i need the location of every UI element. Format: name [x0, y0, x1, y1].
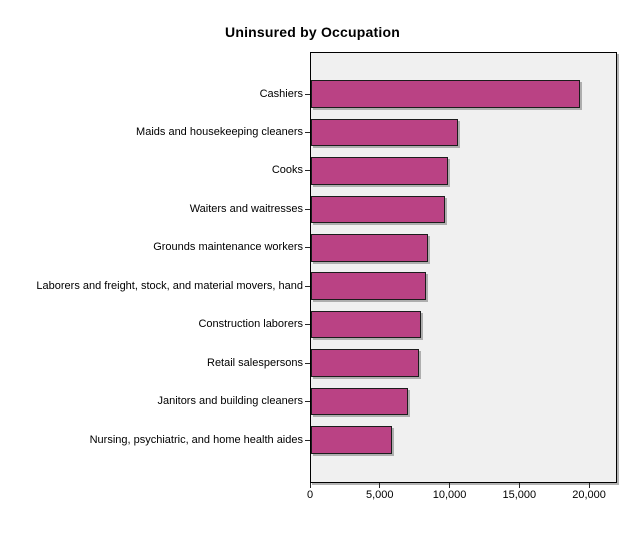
- category-tick: [305, 93, 310, 95]
- chart-title: Uninsured by Occupation: [225, 24, 400, 40]
- bar: [311, 387, 408, 416]
- category-tick: [305, 170, 310, 172]
- value-tick: [379, 483, 381, 488]
- bar: [311, 310, 422, 339]
- bar: [311, 272, 427, 300]
- category-label: Retail salespersons: [207, 356, 303, 369]
- category-tick: [305, 247, 310, 249]
- bar: [311, 426, 392, 454]
- category-tick: [305, 401, 310, 403]
- value-tick-label: 0: [306, 489, 314, 501]
- category-label: Grounds maintenance workers: [153, 241, 303, 254]
- value-tick: [588, 483, 590, 488]
- bar: [311, 118, 458, 147]
- value-tick-label: 5,000: [366, 489, 394, 501]
- plot-area: [310, 52, 617, 483]
- category-tick: [305, 439, 310, 441]
- value-tick-label: 10,000: [432, 489, 467, 501]
- category-label: Construction laborers: [198, 318, 303, 331]
- category-tick: [305, 362, 310, 364]
- value-tick: [518, 483, 520, 488]
- category-tick: [305, 285, 310, 287]
- bar: [311, 234, 429, 262]
- value-tick: [309, 483, 311, 488]
- category-label: Laborers and freight, stock, and materia…: [36, 279, 303, 292]
- category-label: Cashiers: [259, 87, 303, 100]
- category-tick: [305, 208, 310, 210]
- category-label: Nursing, psychiatric, and home health ai…: [89, 433, 303, 446]
- category-tick: [305, 131, 310, 133]
- bar: [311, 157, 448, 185]
- category-label: Maids and housekeeping cleaners: [136, 125, 303, 138]
- value-tick-label: 15,000: [502, 489, 537, 501]
- category-label: Janitors and building cleaners: [157, 395, 303, 408]
- bar: [311, 80, 581, 108]
- value-tick: [449, 483, 451, 488]
- bar: [311, 195, 445, 224]
- bar: [311, 349, 420, 377]
- category-label: Cooks: [271, 164, 303, 177]
- value-tick-label: 20,000: [572, 489, 606, 501]
- category-tick: [305, 324, 310, 326]
- category-label: Waiters and waitresses: [189, 202, 303, 215]
